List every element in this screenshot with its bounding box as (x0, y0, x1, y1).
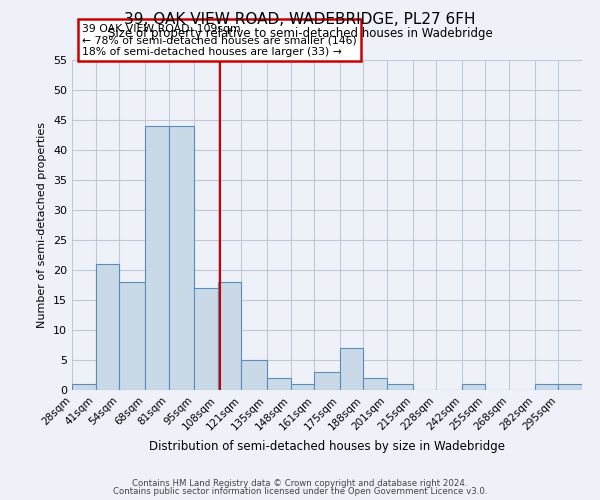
Y-axis label: Number of semi-detached properties: Number of semi-detached properties (37, 122, 47, 328)
Bar (462, 384, 485, 390)
Text: 39 OAK VIEW ROAD: 109sqm
← 78% of semi-detached houses are smaller (146)
18% of : 39 OAK VIEW ROAD: 109sqm ← 78% of semi-d… (82, 24, 357, 56)
Bar (559, 384, 582, 390)
Bar (169, 126, 194, 390)
Bar (218, 282, 241, 390)
Text: Contains public sector information licensed under the Open Government Licence v3: Contains public sector information licen… (113, 487, 487, 496)
Text: Size of property relative to semi-detached houses in Wadebridge: Size of property relative to semi-detach… (107, 28, 493, 40)
Bar (314, 372, 340, 390)
Bar (340, 348, 364, 390)
Bar (95, 264, 119, 390)
Bar (364, 378, 387, 390)
Bar (119, 282, 145, 390)
Bar (290, 384, 314, 390)
Bar (194, 288, 218, 390)
Bar (535, 384, 559, 390)
Bar (241, 360, 267, 390)
X-axis label: Distribution of semi-detached houses by size in Wadebridge: Distribution of semi-detached houses by … (149, 440, 505, 453)
Bar (145, 126, 169, 390)
Bar (267, 378, 290, 390)
Bar (387, 384, 413, 390)
Text: 39, OAK VIEW ROAD, WADEBRIDGE, PL27 6FH: 39, OAK VIEW ROAD, WADEBRIDGE, PL27 6FH (124, 12, 476, 28)
Bar (72, 384, 95, 390)
Text: Contains HM Land Registry data © Crown copyright and database right 2024.: Contains HM Land Registry data © Crown c… (132, 478, 468, 488)
